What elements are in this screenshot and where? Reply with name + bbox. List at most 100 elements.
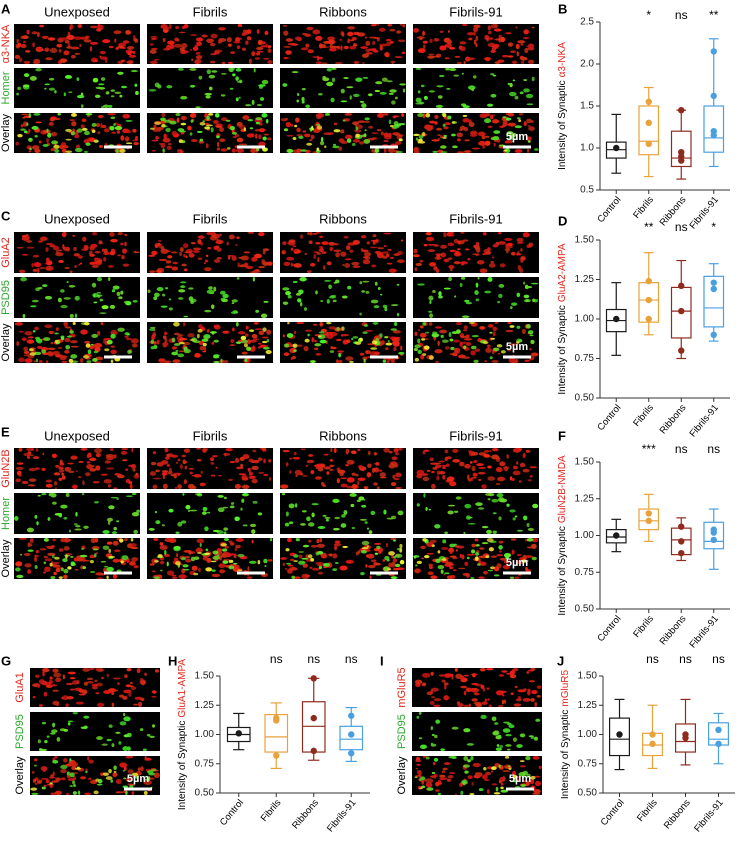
fluorescence-spot	[151, 38, 157, 40]
fluorescence-spot	[151, 339, 154, 344]
fluorescence-spot	[96, 87, 102, 89]
y-tick-label: 0.50	[195, 788, 215, 799]
fluorescence-spot	[362, 62, 364, 64]
fluorescence-spot	[443, 768, 448, 771]
fluorescence-spot	[473, 460, 477, 463]
fluorescence-spot	[35, 287, 40, 291]
fluorescence-spot	[144, 756, 146, 761]
fluorescence-spot	[450, 68, 454, 70]
fluorescence-spot	[293, 349, 296, 351]
fluorescence-spot	[496, 467, 503, 472]
fluorescence-spot	[52, 669, 58, 673]
fluorescence-spot	[341, 334, 349, 336]
data-point	[348, 750, 354, 756]
data-point	[311, 748, 317, 754]
fluorescence-spot	[161, 124, 166, 128]
fluorescence-spot	[197, 459, 202, 462]
fluorescence-spot	[478, 277, 480, 280]
fluorescence-spot	[118, 232, 123, 235]
fluorescence-spot	[296, 538, 300, 541]
fluorescence-spot	[415, 680, 422, 685]
fluorescence-spot	[429, 39, 432, 43]
fluorescence-spot	[120, 721, 127, 725]
x-tick-label: Ribbons	[658, 402, 689, 436]
fluorescence-spot	[232, 299, 238, 302]
fluorescence-spot	[32, 771, 35, 774]
y-tick-label: 0.50	[575, 393, 595, 404]
fluorescence-spot	[262, 337, 269, 339]
fluorescence-spot	[293, 457, 300, 460]
fluorescence-spot	[247, 133, 255, 137]
fluorescence-spot	[165, 266, 172, 269]
fluorescence-spot	[181, 116, 187, 121]
fluorescence-spot	[360, 353, 365, 356]
fluorescence-spot	[329, 242, 333, 245]
fluorescence-spot	[22, 254, 29, 256]
fluorescence-spot	[478, 479, 481, 481]
fluorescence-spot	[178, 574, 186, 579]
fluorescence-spot	[386, 39, 392, 41]
fluorescence-spot	[71, 563, 75, 566]
fluorescence-spot	[52, 562, 60, 564]
fluorescence-spot	[67, 281, 69, 283]
y-axis-label: Intensity of SynapticmGluR5	[560, 669, 571, 799]
fluorescence-spot	[423, 41, 428, 43]
fluorescence-spot	[38, 240, 42, 242]
fluorescence-spot	[337, 478, 340, 483]
fluorescence-spot	[228, 43, 232, 46]
fluorescence-spot	[460, 791, 463, 795]
fluorescence-spot	[190, 300, 194, 304]
data-point	[646, 297, 652, 303]
fluorescence-spot	[44, 324, 52, 328]
fluorescence-spot	[498, 735, 501, 737]
fluorescence-spot	[80, 776, 86, 779]
fluorescence-spot	[377, 38, 380, 42]
fluorescence-spot	[70, 772, 75, 777]
fluorescence-spot	[65, 703, 68, 707]
fluorescence-spot	[483, 341, 488, 344]
micrograph-background	[280, 448, 406, 489]
fluorescence-spot	[390, 125, 393, 127]
fluorescence-spot	[286, 462, 289, 466]
fluorescence-spot	[299, 277, 306, 281]
fluorescence-spot	[485, 698, 487, 701]
fluorescence-spot	[24, 131, 28, 134]
fluorescence-spot	[65, 75, 72, 79]
fluorescence-spot	[24, 73, 29, 77]
fluorescence-spot	[505, 744, 511, 747]
fluorescence-spot	[447, 575, 453, 579]
fluorescence-spot	[390, 41, 394, 44]
y-tick-label: 0.50	[578, 788, 598, 799]
fluorescence-spot	[221, 298, 226, 301]
fluorescence-spot	[230, 51, 235, 54]
fluorescence-spot	[286, 257, 294, 261]
fluorescence-spot	[489, 450, 491, 452]
fluorescence-spot	[200, 483, 206, 487]
fluorescence-spot	[492, 45, 499, 49]
fluorescence-spot	[20, 277, 27, 281]
fluorescence-spot	[73, 46, 77, 49]
fluorescence-spot	[517, 51, 519, 56]
fluorescence-spot	[376, 546, 380, 549]
fluorescence-spot	[125, 468, 128, 471]
fluorescence-spot	[143, 748, 147, 751]
fluorescence-spot	[73, 322, 76, 325]
fluorescence-spot	[36, 550, 39, 553]
fluorescence-spot	[217, 554, 219, 556]
fluorescence-spot	[38, 739, 41, 743]
fluorescence-spot	[289, 567, 297, 570]
fluorescence-spot	[368, 451, 371, 455]
fluorescence-spot	[133, 52, 135, 55]
fluorescence-spot	[357, 449, 360, 451]
fluorescence-spot	[115, 126, 123, 130]
fluorescence-spot	[184, 479, 187, 484]
fluorescence-spot	[69, 26, 71, 31]
significance: ns	[712, 652, 725, 666]
fluorescence-spot	[361, 235, 367, 238]
data-point	[236, 730, 242, 736]
fluorescence-spot	[46, 779, 49, 783]
fluorescence-spot	[337, 470, 345, 474]
fluorescence-spot	[79, 44, 81, 47]
fluorescence-spot	[74, 36, 82, 40]
fluorescence-spot	[531, 690, 537, 694]
